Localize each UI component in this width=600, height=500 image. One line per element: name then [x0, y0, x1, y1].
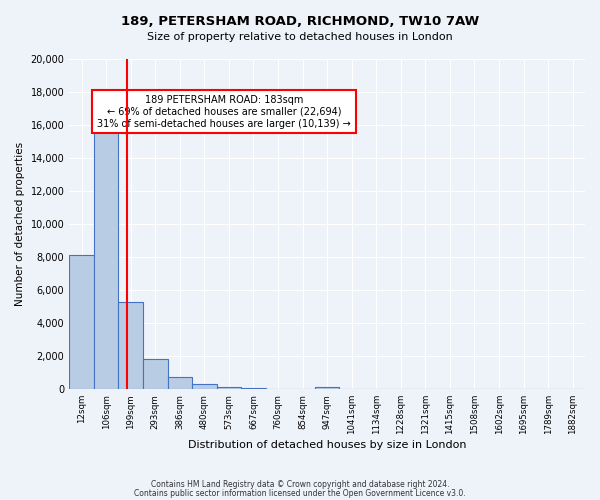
Text: 189 PETERSHAM ROAD: 183sqm
← 69% of detached houses are smaller (22,694)
31% of : 189 PETERSHAM ROAD: 183sqm ← 69% of deta… [97, 96, 351, 128]
Bar [167, 377, 192, 389]
Text: 189, PETERSHAM ROAD, RICHMOND, TW10 7AW: 189, PETERSHAM ROAD, RICHMOND, TW10 7AW [121, 15, 479, 28]
Text: Size of property relative to detached houses in London: Size of property relative to detached ho… [147, 32, 453, 42]
Bar [241, 388, 266, 389]
Text: Contains public sector information licensed under the Open Government Licence v3: Contains public sector information licen… [134, 488, 466, 498]
Bar [118, 302, 143, 389]
Bar [143, 360, 167, 389]
Bar [69, 256, 94, 389]
Bar [315, 386, 340, 389]
Text: Contains HM Land Registry data © Crown copyright and database right 2024.: Contains HM Land Registry data © Crown c… [151, 480, 449, 489]
X-axis label: Distribution of detached houses by size in London: Distribution of detached houses by size … [188, 440, 466, 450]
Bar [192, 384, 217, 389]
Bar [217, 386, 241, 389]
Y-axis label: Number of detached properties: Number of detached properties [15, 142, 25, 306]
Bar [94, 117, 118, 389]
